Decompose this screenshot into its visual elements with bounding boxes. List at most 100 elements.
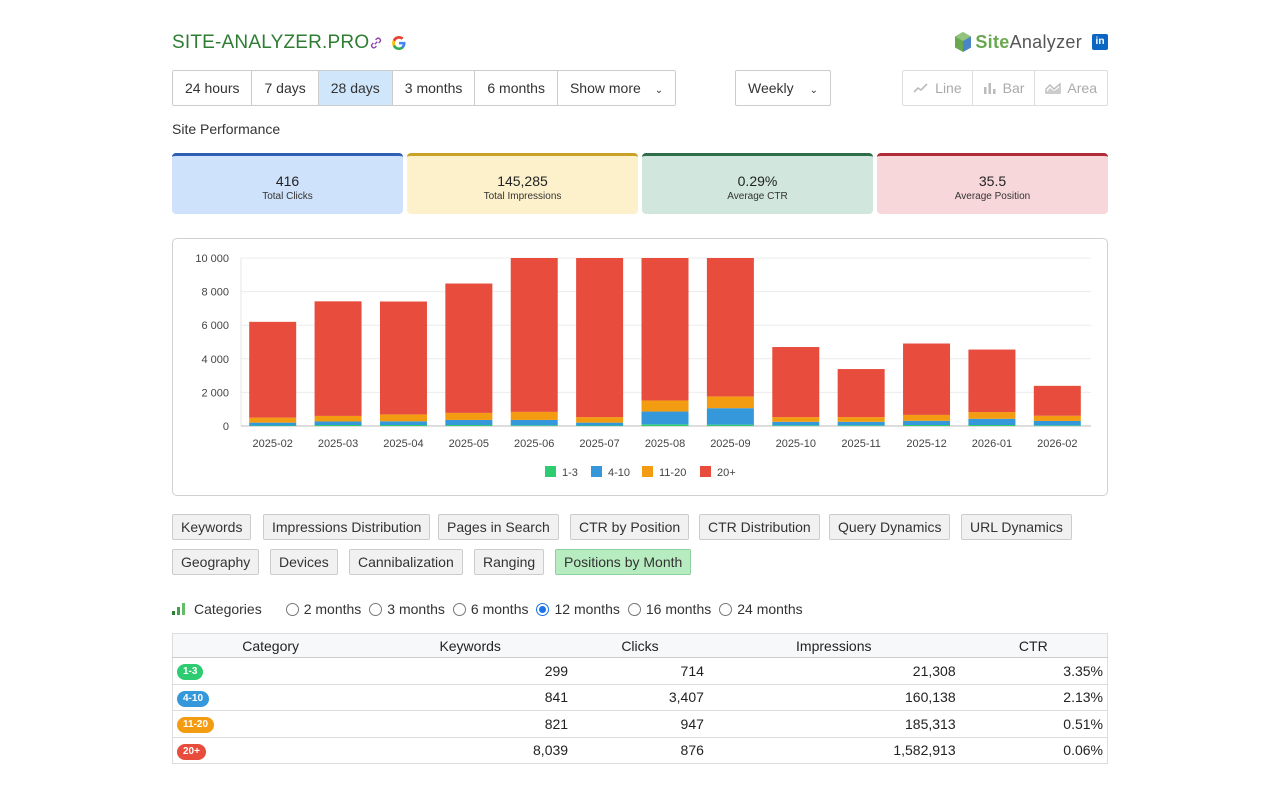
tab-impressions-distribution[interactable]: Impressions Distribution <box>263 514 431 540</box>
line-chart-button[interactable]: Line <box>903 71 973 105</box>
clicks-cell: 714 <box>572 657 708 685</box>
brand-logo-icon <box>955 32 972 52</box>
bar-chart-label: Bar <box>1002 80 1025 96</box>
bar-segment <box>641 400 689 412</box>
linkedin-icon[interactable]: in <box>1092 34 1108 50</box>
x-tick-label: 2025-11 <box>841 438 881 450</box>
bar-segment <box>510 419 558 426</box>
tab-keywords[interactable]: Keywords <box>172 514 252 540</box>
category-badge: 20+ <box>177 743 206 760</box>
range-28-days-button[interactable]: 28 days <box>318 71 393 105</box>
bar-segment <box>968 418 1016 425</box>
chart-svg: 0 2 000 4 000 6 000 8 000 10 000 2025-02 2025-0… <box>195 253 1091 479</box>
bar-segment <box>445 419 493 425</box>
bar-segment <box>314 301 362 416</box>
x-tick-label: 2025-02 <box>253 438 293 450</box>
bar-segment <box>314 424 362 426</box>
chevron-down-icon: ⌄ <box>654 85 664 96</box>
site-title[interactable]: SITE-ANALYZER.PRO <box>172 32 370 53</box>
y-tick-label: 10 000 <box>195 253 229 265</box>
range-3-months-button[interactable]: 3 months <box>392 71 476 105</box>
metric-label: Total Impressions <box>483 191 562 202</box>
radio-label: 6 months <box>470 601 529 617</box>
bar-segment <box>772 347 820 418</box>
bar-chart-icon <box>172 603 185 615</box>
metric-label: Average Position <box>954 191 1031 202</box>
metric-value: 35.5 <box>978 173 1007 189</box>
table-row: 11-20 821 947 185,313 0.51% <box>172 710 1108 738</box>
x-tick-label: 2025-08 <box>645 438 685 450</box>
tab-positions-by-month[interactable]: Positions by Month <box>555 549 692 575</box>
y-tick-label: 8 000 <box>201 287 229 299</box>
link-icon[interactable] <box>369 36 383 50</box>
column-header-category[interactable]: Category <box>172 633 369 658</box>
metric-value: 416 <box>275 173 300 189</box>
x-tick-label: 2025-04 <box>383 438 423 450</box>
column-header-ctr[interactable]: CTR <box>959 633 1108 658</box>
bar-segment <box>706 258 754 397</box>
bar-chart-button[interactable]: Bar <box>973 71 1036 105</box>
bar-segment <box>510 425 558 426</box>
brand: SiteAnalyzer <box>954 30 1082 54</box>
bar-segment <box>379 414 427 422</box>
bar-segment <box>314 421 362 425</box>
radio-label: 2 months <box>303 601 362 617</box>
clicks-cell: 947 <box>572 710 708 738</box>
bar-segment <box>706 424 754 426</box>
bar-segment <box>1033 425 1081 426</box>
range-24-hours-button[interactable]: 24 hours <box>173 71 253 105</box>
brand-name-part1: Site <box>975 31 1010 52</box>
radio-dot[interactable] <box>627 602 641 616</box>
column-header-clicks[interactable]: Clicks <box>572 633 708 658</box>
bar-segment <box>445 424 493 426</box>
tab-devices[interactable]: Devices <box>270 549 338 575</box>
radio-3-months[interactable]: 3 months <box>369 601 445 617</box>
area-chart-button[interactable]: Area <box>1035 71 1107 105</box>
tab-ctr-distribution[interactable]: CTR Distribution <box>699 514 820 540</box>
x-tick-label: 2026-02 <box>1037 438 1077 450</box>
line-chart-icon <box>913 83 928 93</box>
radio-12-months[interactable]: 12 months <box>536 601 620 617</box>
clicks-cell: 876 <box>572 737 708 764</box>
google-icon[interactable] <box>391 35 407 51</box>
radio-6-months[interactable]: 6 months <box>452 601 529 617</box>
tab-pages-in-search[interactable]: Pages in Search <box>438 514 559 540</box>
radio-16-months[interactable]: 16 months <box>627 601 712 617</box>
bar-segment <box>837 417 885 422</box>
tab-ranging[interactable]: Ranging <box>474 549 545 575</box>
bar-segment <box>249 321 297 418</box>
tab-geography[interactable]: Geography <box>172 549 260 575</box>
radio-dot[interactable] <box>369 602 383 616</box>
bar-segment <box>903 343 951 415</box>
column-header-keywords[interactable]: Keywords <box>368 633 573 658</box>
tab-query-dynamics[interactable]: Query Dynamics <box>829 514 951 540</box>
bar-segment <box>1033 385 1081 416</box>
bar-chart-icon <box>983 83 996 94</box>
tab-ctr-by-position[interactable]: CTR by Position <box>570 514 690 540</box>
tab-url-dynamics[interactable]: URL Dynamics <box>961 514 1072 540</box>
legend-label: 1-3 <box>562 467 578 479</box>
radio-dot[interactable] <box>452 602 466 616</box>
x-tick-label: 2026-01 <box>972 438 1012 450</box>
interval-select[interactable]: Weekly ⌄ <box>735 70 831 106</box>
radio-dot[interactable] <box>536 602 550 616</box>
column-header-impressions[interactable]: Impressions <box>707 633 960 658</box>
range-7-days-button[interactable]: 7 days <box>252 71 319 105</box>
metric-card-average-ctr: 0.29% Average CTR <box>642 153 873 214</box>
bar-segment <box>445 412 493 420</box>
table-header-row: Category Keywords Clicks Impressions CTR <box>172 633 1108 658</box>
range-6-months-button[interactable]: 6 months <box>475 71 558 105</box>
clicks-cell: 3,407 <box>572 684 708 711</box>
categories-row: Categories 2 months 3 months 6 months 12… <box>172 600 811 618</box>
radio-dot[interactable] <box>719 602 733 616</box>
bar-segment <box>249 422 297 426</box>
tab-cannibalization[interactable]: Cannibalization <box>349 549 463 575</box>
show-more-dropdown[interactable]: Show more ⌄ <box>557 71 676 105</box>
radio-24-months[interactable]: 24 months <box>719 601 803 617</box>
y-tick-label: 0 <box>223 421 229 433</box>
bar-segment <box>576 422 624 426</box>
radio-2-months[interactable]: 2 months <box>285 601 362 617</box>
impressions-cell: 160,138 <box>707 684 960 711</box>
radio-label: 16 months <box>645 601 712 617</box>
radio-dot[interactable] <box>285 602 299 616</box>
